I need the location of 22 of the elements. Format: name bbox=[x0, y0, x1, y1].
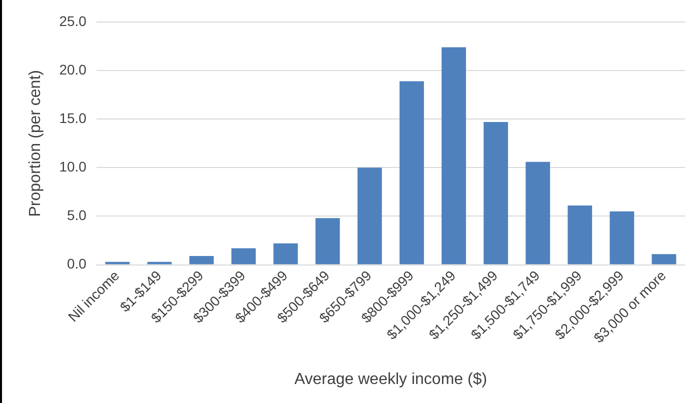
y-tick-label: 25.0 bbox=[59, 12, 87, 29]
bar bbox=[400, 81, 424, 264]
bar bbox=[358, 168, 382, 264]
bar bbox=[568, 206, 592, 264]
bar bbox=[273, 243, 298, 264]
y-axis-title: Proportion (per cent) bbox=[27, 70, 44, 217]
x-axis-title: Average weekly income ($) bbox=[294, 370, 488, 388]
bar bbox=[526, 162, 550, 264]
bar bbox=[652, 254, 676, 264]
bar bbox=[610, 211, 634, 264]
bar bbox=[442, 47, 466, 264]
y-tick-label: 20.0 bbox=[59, 61, 87, 78]
y-tick-label: 5.0 bbox=[66, 207, 87, 224]
bar bbox=[189, 256, 214, 264]
bar bbox=[231, 248, 256, 264]
bar bbox=[315, 218, 340, 264]
y-tick-label: 10.0 bbox=[59, 158, 87, 175]
bar bbox=[147, 262, 172, 264]
bar bbox=[105, 262, 130, 264]
y-tick-label: 0.0 bbox=[66, 256, 87, 272]
bar bbox=[484, 122, 508, 264]
y-tick-label: 15.0 bbox=[59, 110, 87, 126]
